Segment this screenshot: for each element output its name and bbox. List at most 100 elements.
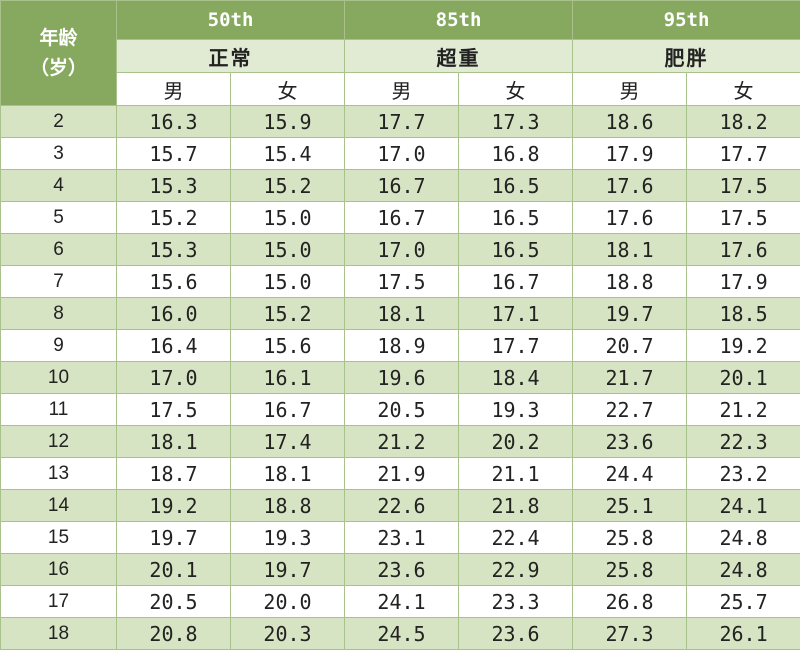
bmi-50th-female-cell: 15.0	[231, 266, 345, 298]
category-header-row: 正常 超重 肥胖	[1, 40, 800, 73]
bmi-50th-female-cell: 15.0	[231, 202, 345, 234]
bmi-50th-female-cell: 15.2	[231, 298, 345, 330]
age-cell: 6	[1, 234, 117, 266]
bmi-50th-female-cell: 17.4	[231, 426, 345, 458]
bmi-85th-male-cell: 17.0	[345, 234, 459, 266]
bmi-95th-female-cell: 24.8	[687, 522, 800, 554]
bmi-50th-male-cell: 17.0	[117, 362, 231, 394]
bmi-50th-female-cell: 18.8	[231, 490, 345, 522]
bmi-50th-male-cell: 15.3	[117, 234, 231, 266]
age-cell: 17	[1, 586, 117, 618]
bmi-95th-male-cell: 27.3	[573, 618, 687, 650]
sex-female-header: 女	[687, 73, 800, 106]
bmi-85th-male-cell: 21.9	[345, 458, 459, 490]
bmi-95th-female-cell: 18.2	[687, 106, 800, 138]
bmi-85th-male-cell: 21.2	[345, 426, 459, 458]
bmi-50th-female-cell: 20.3	[231, 618, 345, 650]
bmi-50th-male-cell: 17.5	[117, 394, 231, 426]
bmi-50th-female-cell: 15.9	[231, 106, 345, 138]
age-cell: 5	[1, 202, 117, 234]
bmi-50th-male-cell: 18.1	[117, 426, 231, 458]
bmi-50th-female-cell: 15.6	[231, 330, 345, 362]
bmi-85th-female-cell: 17.3	[459, 106, 573, 138]
bmi-95th-female-cell: 21.2	[687, 394, 800, 426]
bmi-50th-male-cell: 18.7	[117, 458, 231, 490]
bmi-95th-male-cell: 20.7	[573, 330, 687, 362]
bmi-85th-female-cell: 17.1	[459, 298, 573, 330]
bmi-85th-female-cell: 16.8	[459, 138, 573, 170]
category-overweight: 超重	[345, 40, 573, 73]
bmi-50th-male-cell: 19.2	[117, 490, 231, 522]
bmi-50th-male-cell: 15.6	[117, 266, 231, 298]
age-cell: 12	[1, 426, 117, 458]
age-cell: 18	[1, 618, 117, 650]
age-cell: 7	[1, 266, 117, 298]
bmi-95th-female-cell: 22.3	[687, 426, 800, 458]
bmi-50th-male-cell: 20.1	[117, 554, 231, 586]
bmi-95th-female-cell: 20.1	[687, 362, 800, 394]
bmi-95th-male-cell: 25.8	[573, 522, 687, 554]
bmi-85th-male-cell: 23.1	[345, 522, 459, 554]
bmi-50th-male-cell: 15.7	[117, 138, 231, 170]
bmi-95th-female-cell: 17.9	[687, 266, 800, 298]
age-header-unit: （岁）	[1, 53, 116, 83]
bmi-95th-male-cell: 22.7	[573, 394, 687, 426]
bmi-95th-male-cell: 17.6	[573, 202, 687, 234]
bmi-85th-female-cell: 21.1	[459, 458, 573, 490]
bmi-85th-female-cell: 22.4	[459, 522, 573, 554]
bmi-50th-female-cell: 20.0	[231, 586, 345, 618]
sex-female-header: 女	[459, 73, 573, 106]
sex-male-header: 男	[345, 73, 459, 106]
age-cell: 3	[1, 138, 117, 170]
bmi-85th-male-cell: 16.7	[345, 170, 459, 202]
bmi-95th-male-cell: 18.1	[573, 234, 687, 266]
bmi-50th-male-cell: 20.8	[117, 618, 231, 650]
sex-male-header: 男	[117, 73, 231, 106]
bmi-85th-male-cell: 18.1	[345, 298, 459, 330]
bmi-85th-female-cell: 17.7	[459, 330, 573, 362]
bmi-50th-male-cell: 19.7	[117, 522, 231, 554]
bmi-95th-male-cell: 21.7	[573, 362, 687, 394]
bmi-95th-male-cell: 25.1	[573, 490, 687, 522]
age-cell: 14	[1, 490, 117, 522]
bmi-85th-male-cell: 17.5	[345, 266, 459, 298]
bmi-85th-female-cell: 18.4	[459, 362, 573, 394]
bmi-95th-male-cell: 23.6	[573, 426, 687, 458]
bmi-85th-male-cell: 24.1	[345, 586, 459, 618]
sex-female-header: 女	[231, 73, 345, 106]
percentile-header-row: 年龄 （岁） 50th 85th 95th	[1, 1, 800, 40]
sex-male-header: 男	[573, 73, 687, 106]
bmi-50th-female-cell: 15.0	[231, 234, 345, 266]
age-cell: 13	[1, 458, 117, 490]
bmi-85th-female-cell: 16.5	[459, 202, 573, 234]
bmi-95th-male-cell: 17.6	[573, 170, 687, 202]
bmi-50th-female-cell: 16.7	[231, 394, 345, 426]
percentile-50th: 50th	[117, 1, 345, 40]
bmi-95th-female-cell: 18.5	[687, 298, 800, 330]
age-cell: 15	[1, 522, 117, 554]
bmi-50th-male-cell: 15.2	[117, 202, 231, 234]
bmi-85th-male-cell: 22.6	[345, 490, 459, 522]
bmi-95th-female-cell: 19.2	[687, 330, 800, 362]
age-cell: 9	[1, 330, 117, 362]
bmi-95th-female-cell: 24.8	[687, 554, 800, 586]
bmi-85th-female-cell: 23.3	[459, 586, 573, 618]
bmi-50th-female-cell: 19.3	[231, 522, 345, 554]
sex-header-row: 男 女 男 女 男 女	[1, 73, 800, 106]
bmi-95th-male-cell: 26.8	[573, 586, 687, 618]
bmi-95th-male-cell: 25.8	[573, 554, 687, 586]
bmi-95th-male-cell: 18.8	[573, 266, 687, 298]
bmi-85th-female-cell: 20.2	[459, 426, 573, 458]
